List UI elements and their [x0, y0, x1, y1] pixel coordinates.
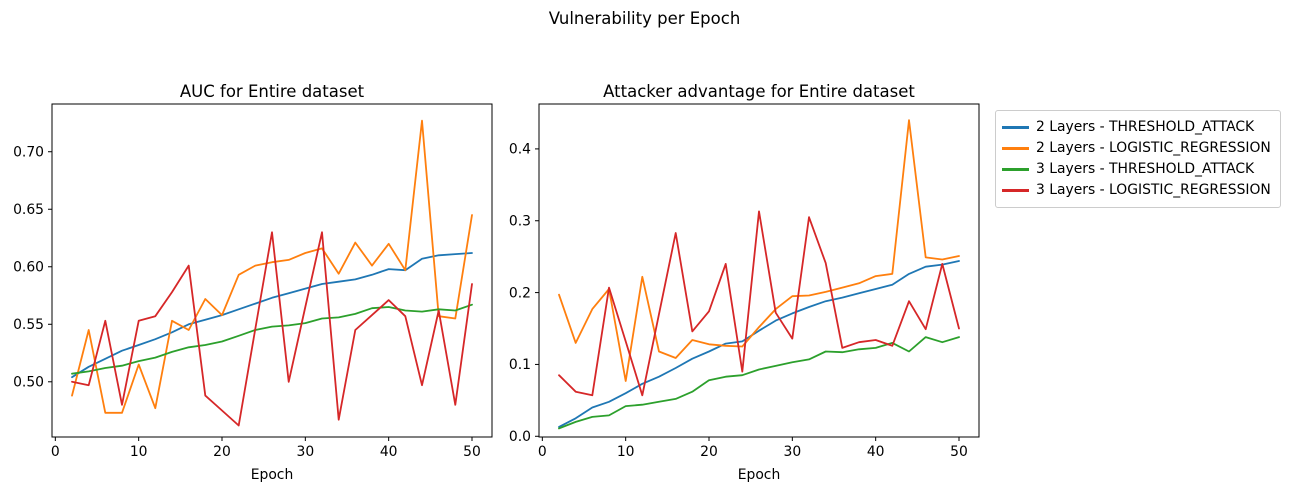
legend-label: 2 Layers - THRESHOLD_ATTACK	[1036, 119, 1255, 135]
y-tick-label: 0.55	[13, 317, 44, 333]
legend: 2 Layers - THRESHOLD_ATTACK 2 Layers - L…	[995, 110, 1281, 208]
left-chart-xlabel: Epoch	[250, 467, 294, 483]
legend-item: 2 Layers - THRESHOLD_ATTACK	[1002, 117, 1271, 138]
y-tick-label: 0.1	[509, 357, 531, 373]
line-3-layers-logistic-regression	[558, 210, 960, 397]
line-2-layers-threshold-attack	[558, 260, 960, 428]
line-2-layers-logistic-regression	[558, 119, 960, 382]
left-chart-title: AUC for Entire dataset	[179, 82, 365, 101]
right-chart-xlabel: Epoch	[737, 467, 781, 483]
x-tick-label: 20	[700, 444, 718, 460]
legend-item: 3 Layers - THRESHOLD_ATTACK	[1002, 159, 1271, 180]
x-tick-label: 50	[463, 444, 481, 460]
legend-label: 2 Layers - LOGISTIC_REGRESSION	[1036, 140, 1271, 156]
x-tick-label: 10	[617, 444, 635, 460]
y-tick-label: 0.65	[13, 202, 44, 218]
x-tick-label: 40	[380, 444, 398, 460]
y-tick-label: 0.60	[13, 260, 44, 276]
legend-item: 2 Layers - LOGISTIC_REGRESSION	[1002, 138, 1271, 159]
legend-label: 3 Layers - LOGISTIC_REGRESSION	[1036, 182, 1271, 198]
plot-frame	[538, 103, 980, 438]
x-tick-label: 50	[950, 444, 968, 460]
legend-item: 3 Layers - LOGISTIC_REGRESSION	[1002, 180, 1271, 201]
line-3-layers-threshold-attack	[558, 336, 960, 430]
y-tick-label: 0.4	[509, 142, 531, 158]
y-tick-label: 0.0	[509, 429, 531, 445]
figure-suptitle: Vulnerability per Epoch	[548, 9, 741, 28]
y-tick-label: 0.50	[13, 375, 44, 391]
x-tick-label: 30	[783, 444, 801, 460]
legend-label: 3 Layers - THRESHOLD_ATTACK	[1036, 161, 1255, 177]
x-tick-label: 40	[867, 444, 885, 460]
legend-line-swatch-blue	[1002, 126, 1029, 129]
x-tick-label: 10	[130, 444, 148, 460]
x-tick-label: 20	[213, 444, 231, 460]
y-tick-label: 0.70	[13, 145, 44, 161]
plot-frame	[51, 103, 493, 438]
line-3-layers-threshold-attack	[71, 303, 473, 375]
x-tick-label: 0	[538, 444, 547, 460]
y-tick-label: 0.3	[509, 214, 531, 230]
x-tick-label: 30	[296, 444, 314, 460]
line-2-layers-logistic-regression	[71, 119, 473, 414]
right-chart-title: Attacker advantage for Entire dataset	[603, 82, 915, 101]
legend-line-swatch-orange	[1002, 147, 1029, 150]
x-tick-label: 0	[51, 444, 60, 460]
legend-line-swatch-red	[1002, 189, 1029, 192]
legend-line-swatch-green	[1002, 168, 1029, 171]
y-tick-label: 0.2	[509, 285, 531, 301]
line-3-layers-logistic-regression	[71, 231, 473, 427]
